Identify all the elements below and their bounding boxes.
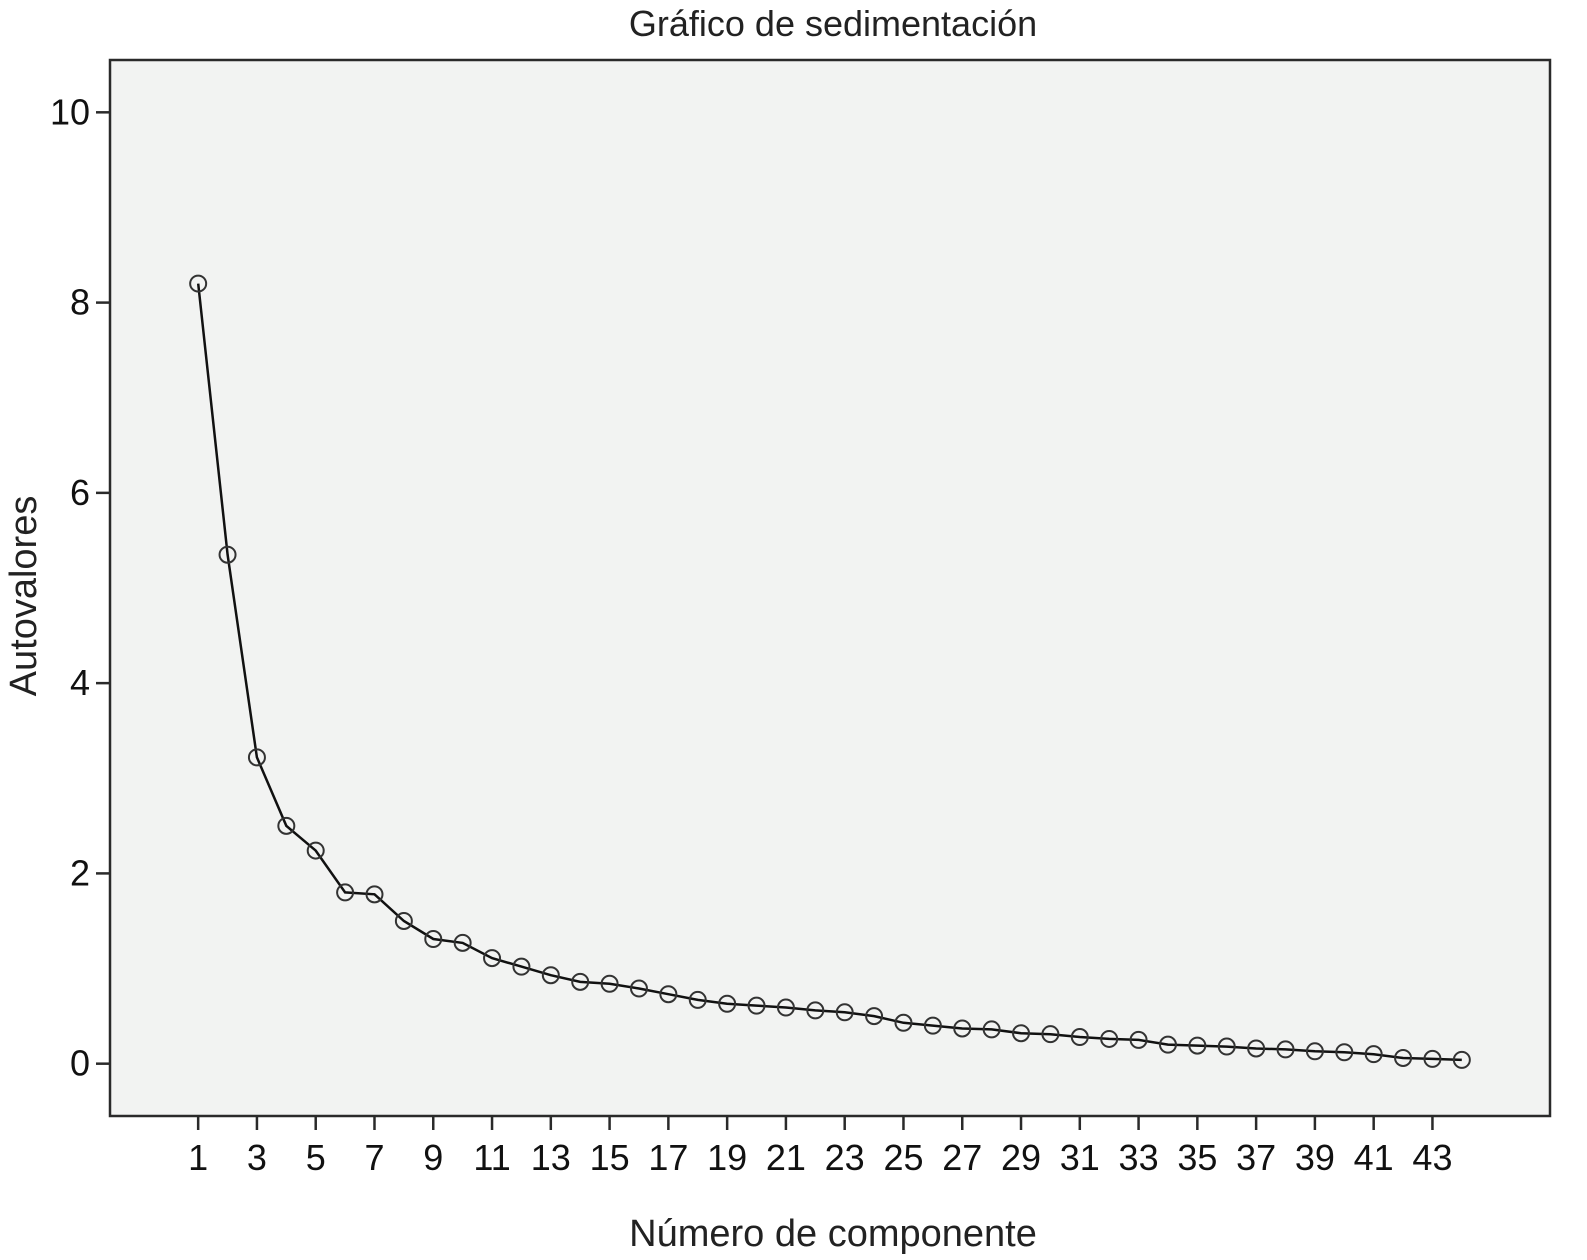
data-point-marker [1276, 1040, 1295, 1059]
x-tick-label: 9 [423, 1137, 443, 1178]
data-point-marker [1100, 1029, 1119, 1048]
x-tick-label: 35 [1177, 1137, 1217, 1178]
x-tick-label: 23 [825, 1137, 865, 1178]
data-point-marker [1364, 1045, 1383, 1064]
series-layer [189, 274, 1471, 1069]
y-axis-title: Autovalores [3, 496, 45, 697]
x-tick-label: 43 [1412, 1137, 1452, 1178]
data-point-marker [982, 1020, 1001, 1039]
x-tick-label: 31 [1060, 1137, 1100, 1178]
data-point-marker [629, 979, 648, 998]
x-axis: 1 3 5 7 9 11 13 15 17 19 21 23 25 27 29 31 33 35 37 39 41 43 [188, 1116, 1452, 1178]
data-point-marker [394, 911, 413, 930]
data-point-marker [512, 957, 531, 976]
data-point-marker [1423, 1049, 1442, 1068]
data-point-marker [776, 998, 795, 1017]
data-point-marker [1217, 1037, 1236, 1056]
data-point-marker [1158, 1035, 1177, 1054]
data-point-marker [1070, 1028, 1089, 1047]
data-point-marker [306, 841, 325, 860]
data-point-marker [365, 885, 384, 904]
y-tick-label: 2 [70, 852, 90, 893]
data-point-marker [835, 1003, 854, 1022]
y-tick-label: 4 [70, 662, 90, 703]
x-tick-label: 21 [766, 1137, 806, 1178]
y-tick-label: 0 [70, 1043, 90, 1084]
y-tick-label: 10 [50, 91, 90, 132]
y-tick-label: 8 [70, 282, 90, 323]
data-point-marker [894, 1013, 913, 1032]
data-point-marker [1247, 1039, 1266, 1058]
y-axis: 0 2 4 6 8 10 [50, 91, 110, 1084]
data-point-marker [1129, 1030, 1148, 1049]
data-point-marker [424, 930, 443, 949]
data-point-marker [1305, 1042, 1324, 1061]
x-tick-label: 17 [648, 1137, 688, 1178]
series-line [196, 283, 1462, 1062]
x-tick-label: 13 [531, 1137, 571, 1178]
data-point-marker [218, 545, 237, 564]
data-point-marker [336, 883, 355, 902]
x-tick-label: 15 [590, 1137, 630, 1178]
data-point-marker [659, 985, 678, 1004]
x-tick-label: 3 [247, 1137, 267, 1178]
x-tick-label: 37 [1236, 1137, 1276, 1178]
x-tick-label: 41 [1354, 1137, 1394, 1178]
x-tick-label: 1 [188, 1137, 208, 1178]
x-tick-label: 39 [1295, 1137, 1335, 1178]
data-point-marker [1452, 1050, 1471, 1069]
data-point-marker [1394, 1048, 1413, 1067]
data-point-marker [247, 748, 266, 767]
x-tick-label: 33 [1119, 1137, 1159, 1178]
x-tick-label: 19 [707, 1137, 747, 1178]
data-point-marker [747, 996, 766, 1015]
data-point-marker [806, 1001, 825, 1020]
x-tick-label: 27 [942, 1137, 982, 1178]
data-point-marker [541, 966, 560, 985]
x-tick-label: 5 [306, 1137, 326, 1178]
x-tick-label: 29 [1001, 1137, 1041, 1178]
y-tick-label: 6 [70, 472, 90, 513]
data-point-marker [189, 274, 208, 293]
data-point-marker [277, 816, 296, 835]
data-point-marker [953, 1019, 972, 1038]
data-point-marker [923, 1016, 942, 1035]
data-point-marker [1335, 1043, 1354, 1062]
data-point-marker [718, 994, 737, 1013]
x-tick-label: 25 [883, 1137, 923, 1178]
plot-area [108, 58, 1552, 1118]
x-tick-label: 7 [364, 1137, 384, 1178]
data-point-marker [1041, 1025, 1060, 1044]
x-axis-title: Número de componente [629, 1213, 1037, 1255]
data-point-marker [571, 972, 590, 991]
data-point-marker [688, 990, 707, 1009]
data-point-marker [865, 1007, 884, 1026]
data-point-marker [600, 974, 619, 993]
x-tick-label: 11 [473, 1137, 510, 1178]
data-point-marker [1188, 1036, 1207, 1055]
data-point-marker [483, 949, 502, 968]
chart-title: Gráfico de sedimentación [629, 3, 1037, 44]
data-point-marker [1012, 1024, 1031, 1043]
data-point-marker [453, 933, 472, 952]
